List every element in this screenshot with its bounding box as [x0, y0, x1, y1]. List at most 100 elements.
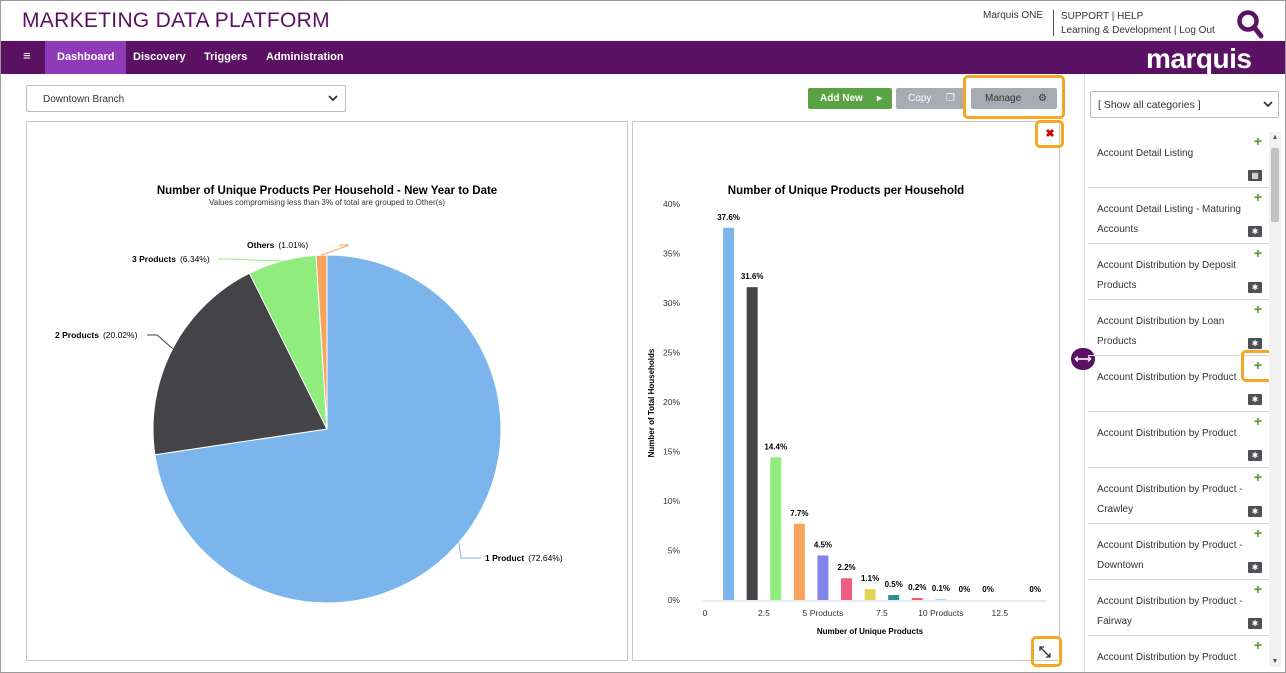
sidebar-scrollbar[interactable]: ▲ ▼: [1269, 132, 1281, 667]
add-report-icon[interactable]: +: [1253, 133, 1262, 149]
report-list-item[interactable]: Account Distribution by Product+✱: [1088, 356, 1269, 412]
user-name-link[interactable]: Marquis ONE: [983, 10, 1044, 21]
bar-title: Number of Unique Products per Household: [728, 185, 964, 197]
resize-icon[interactable]: [1038, 645, 1052, 659]
report-list-item[interactable]: Account Distribution by Loan Products + ✱: [1088, 300, 1269, 356]
report-list-item[interactable]: Account Detail Listing + ▦: [1088, 132, 1269, 188]
pie-title: Number of Unique Products Per Household …: [157, 185, 497, 197]
gear-icon[interactable]: ✱: [1248, 338, 1262, 349]
y-tick-label: 25%: [663, 348, 680, 358]
highlight-close: [1035, 120, 1064, 148]
bar[interactable]: [841, 578, 853, 600]
manage-button[interactable]: Manage ⚙: [971, 88, 1057, 109]
gear-icon[interactable]: ✱: [1248, 450, 1262, 461]
bar[interactable]: [770, 457, 782, 600]
report-list-item[interactable]: Account Distribution by Product+✱: [1088, 636, 1269, 667]
tab-discovery[interactable]: Discovery: [133, 51, 186, 63]
y-tick-label: 40%: [663, 199, 680, 209]
table-icon[interactable]: ▦: [1248, 170, 1262, 181]
bar-data-label: 4.5%: [814, 540, 832, 549]
gear-icon[interactable]: ✱: [1248, 562, 1262, 573]
tab-dashboard[interactable]: Dashboard: [45, 41, 127, 74]
category-select[interactable]: [ Show all categories ]: [1090, 91, 1279, 118]
report-list-item[interactable]: Account Distribution by Deposit Products…: [1088, 244, 1269, 300]
bar[interactable]: [817, 555, 829, 600]
category-select-value: [ Show all categories ]: [1098, 99, 1201, 111]
scroll-down-icon[interactable]: ▼: [1271, 658, 1279, 665]
report-list-item[interactable]: Account Distribution by Product - Fairwa…: [1088, 580, 1269, 636]
learning-logout-link[interactable]: Learning & Development | Log Out: [1061, 25, 1215, 36]
splitter-handle-icon[interactable]: ⟷: [1071, 348, 1095, 370]
copy-label: Copy: [908, 93, 932, 104]
add-report-icon[interactable]: +: [1253, 637, 1262, 653]
scroll-thumb[interactable]: [1271, 148, 1279, 222]
add-report-icon[interactable]: +: [1253, 301, 1262, 317]
support-help-link[interactable]: SUPPORT | HELP: [1061, 11, 1144, 22]
add-report-icon[interactable]: +: [1253, 525, 1262, 541]
pie-slice[interactable]: [152, 272, 328, 456]
magnifier-icon[interactable]: [1236, 9, 1264, 39]
report-list-label: Account Distribution by Deposit Products: [1097, 260, 1236, 291]
tab-triggers[interactable]: Triggers: [204, 51, 248, 63]
bar[interactable]: [911, 598, 923, 600]
copy-button[interactable]: Copy ❐: [896, 88, 965, 109]
bar[interactable]: [723, 227, 735, 600]
pie-connector: [218, 258, 282, 262]
bar-data-label: 0.5%: [885, 580, 903, 589]
add-report-icon[interactable]: +: [1253, 189, 1262, 205]
x-tick-label: 2.5: [758, 608, 770, 618]
report-list-label: Account Distribution by Product: [1097, 652, 1237, 663]
report-list-item[interactable]: Account Distribution by Product - Downto…: [1088, 524, 1269, 580]
gear-icon[interactable]: ✱: [1248, 394, 1262, 405]
bar-data-label: 14.4%: [764, 442, 787, 451]
branch-select[interactable]: Downtown Branch: [26, 85, 346, 112]
add-report-icon[interactable]: +: [1253, 581, 1262, 597]
pie-connector: [321, 244, 350, 256]
caret-right-icon: ▸: [876, 93, 882, 104]
y-tick-label: 30%: [663, 298, 680, 308]
pie-data-label: 3 Products (6.34%): [132, 254, 210, 264]
gear-icon[interactable]: ✱: [1248, 226, 1262, 237]
pie-chart: Number of Unique Products Per Household …: [55, 185, 563, 604]
add-report-icon[interactable]: +: [1253, 413, 1262, 429]
bar[interactable]: [888, 595, 900, 600]
report-list-label: Account Distribution by Product - Downto…: [1097, 540, 1243, 571]
app-title: MARKETING DATA PLATFORM: [22, 9, 330, 32]
bar[interactable]: [864, 589, 876, 600]
gear-icon[interactable]: ✱: [1248, 506, 1262, 517]
report-list-label: Account Detail Listing: [1097, 148, 1194, 159]
add-report-icon[interactable]: +: [1253, 469, 1262, 485]
copy-icon: ❐: [946, 93, 955, 104]
close-icon[interactable]: ✖: [1045, 128, 1055, 140]
report-list-label: Account Distribution by Product - Fairwa…: [1097, 596, 1243, 627]
gear-icon[interactable]: ✱: [1248, 282, 1262, 293]
report-list-label: Account Distribution by Loan Products: [1097, 316, 1225, 347]
x-tick-label: 10 Products: [918, 608, 963, 618]
add-new-label: Add New: [820, 93, 863, 104]
brand-logo: marquis: [1146, 43, 1252, 74]
pie-connector: [458, 542, 481, 559]
report-list-item[interactable]: Account Distribution by Product+✱: [1088, 412, 1269, 468]
gear-icon[interactable]: ✱: [1248, 618, 1262, 629]
bar-chart: Number of Unique Products per Household …: [647, 185, 1047, 636]
tab-administration[interactable]: Administration: [266, 51, 344, 63]
bar-data-label: 31.6%: [741, 272, 764, 281]
pie-connector: [147, 334, 174, 350]
pie-slice[interactable]: [315, 254, 328, 430]
gear-icon: ⚙: [1038, 93, 1047, 104]
add-new-button[interactable]: Add New ▸: [808, 88, 892, 109]
hamburger-icon[interactable]: ≡: [23, 48, 31, 63]
bar-data-label: 0%: [982, 585, 994, 594]
report-list: Account Detail Listing + ▦ Account Detail L…: [1088, 132, 1269, 667]
scroll-up-icon[interactable]: ▲: [1271, 134, 1279, 141]
report-list-item[interactable]: Account Distribution by Product - Crawle…: [1088, 468, 1269, 524]
bar[interactable]: [935, 599, 947, 600]
bar-data-label: 0.2%: [908, 583, 926, 592]
add-report-icon[interactable]: +: [1253, 357, 1262, 373]
pie-slice[interactable]: [154, 254, 502, 604]
add-report-icon[interactable]: +: [1253, 245, 1262, 261]
bar[interactable]: [746, 287, 758, 600]
pie-data-label: Others (1.01%): [247, 240, 308, 250]
report-list-item[interactable]: Account Detail Listing - Maturing Accoun…: [1088, 188, 1269, 244]
bar[interactable]: [793, 523, 805, 600]
